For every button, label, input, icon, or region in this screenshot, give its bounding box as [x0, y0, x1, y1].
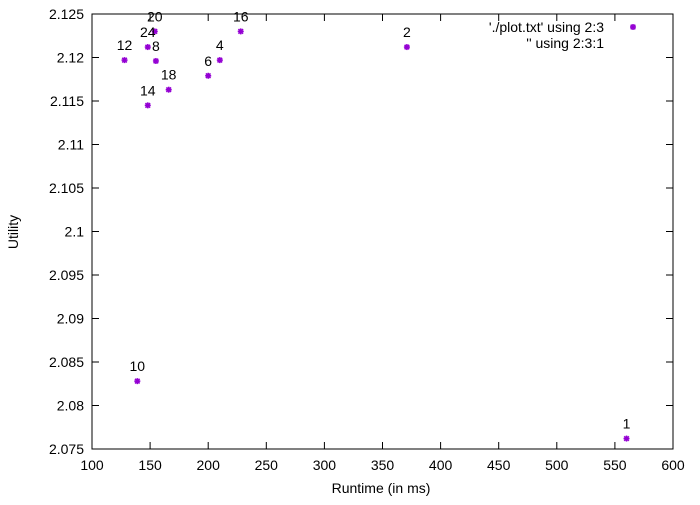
data-point-stroke: [144, 44, 151, 50]
y-tick-label: 2.105: [49, 180, 84, 196]
data-point: [237, 28, 244, 35]
data-point-stroke: [144, 102, 151, 109]
point-label: 14: [140, 82, 156, 98]
legend: './plot.txt' using 2:3'' using 2:3:1: [489, 19, 636, 51]
point-label: 12: [117, 37, 133, 53]
point-label: 2: [403, 24, 411, 40]
data-point: [165, 86, 172, 93]
point-label: 20: [147, 8, 163, 24]
data-point-stroke: [153, 58, 159, 64]
data-point: [151, 28, 158, 35]
legend-entry-1-label: './plot.txt' using 2:3: [489, 19, 604, 35]
x-tick-label: 300: [313, 457, 337, 473]
point-label: 8: [152, 38, 160, 54]
data-point: [144, 102, 151, 109]
y-tick-label: 2.085: [49, 354, 84, 370]
point-label: 10: [130, 358, 146, 374]
data-point-stroke: [623, 435, 630, 442]
data-point: [144, 44, 151, 51]
data-point: [623, 435, 630, 442]
point-label: 24: [140, 24, 156, 40]
x-tick-label: 550: [603, 457, 627, 473]
data-point-stroke: [134, 378, 141, 385]
y-tick-label: 2.125: [49, 6, 84, 22]
point-label: 6: [204, 53, 212, 69]
y-tick-label: 2.08: [57, 398, 84, 414]
legend-entry-1-marker: [630, 24, 636, 30]
point-label: 16: [233, 8, 249, 24]
y-axis-label: Utility: [5, 215, 21, 249]
x-tick-label: 400: [429, 457, 453, 473]
data-point-stroke: [165, 86, 172, 93]
axes: [91, 13, 674, 450]
tick-labels: 100 150 200 250 300 350 400 450 500 550 600 2.075 2.…: [49, 6, 685, 473]
data-point-stroke: [151, 28, 158, 35]
y-tick-label: 2.115: [50, 93, 84, 109]
x-tick-label: 100: [80, 457, 104, 473]
plot-frame: [91, 13, 674, 450]
data-points: [121, 28, 630, 442]
legend-marker-stroke: [630, 24, 636, 30]
data-point-stroke: [121, 57, 128, 63]
data-point-stroke: [404, 44, 410, 50]
data-point-stroke: [237, 28, 244, 35]
x-axis-label: Runtime (in ms): [332, 480, 431, 496]
x-tick-label: 450: [487, 457, 511, 473]
y-tick-label: 2.11: [58, 137, 84, 153]
y-tick-label: 2.075: [49, 441, 84, 457]
data-point: [205, 72, 212, 79]
data-point-stroke: [205, 72, 212, 79]
x-tick-label: 200: [197, 457, 221, 473]
data-point: [216, 57, 223, 64]
point-label: 4: [216, 37, 224, 53]
legend-entry-2-label: '' using 2:3:1: [526, 35, 604, 51]
x-tick-label: 150: [138, 457, 162, 473]
data-point: [403, 44, 410, 51]
data-point: [152, 57, 159, 64]
x-tick-label: 350: [371, 457, 395, 473]
x-tick-label: 600: [661, 457, 685, 473]
data-point: [134, 378, 141, 385]
x-tick-label: 250: [255, 457, 279, 473]
data-point-stroke: [216, 57, 223, 63]
data-point: [121, 57, 128, 64]
y-tick-label: 2.095: [49, 267, 84, 283]
point-label: 1: [623, 416, 631, 432]
x-tick-label: 500: [545, 457, 569, 473]
y-tick-label: 2.1: [65, 224, 85, 240]
point-label: 18: [161, 67, 177, 83]
y-tick-label: 2.12: [57, 50, 84, 66]
y-tick-label: 2.09: [57, 311, 84, 327]
